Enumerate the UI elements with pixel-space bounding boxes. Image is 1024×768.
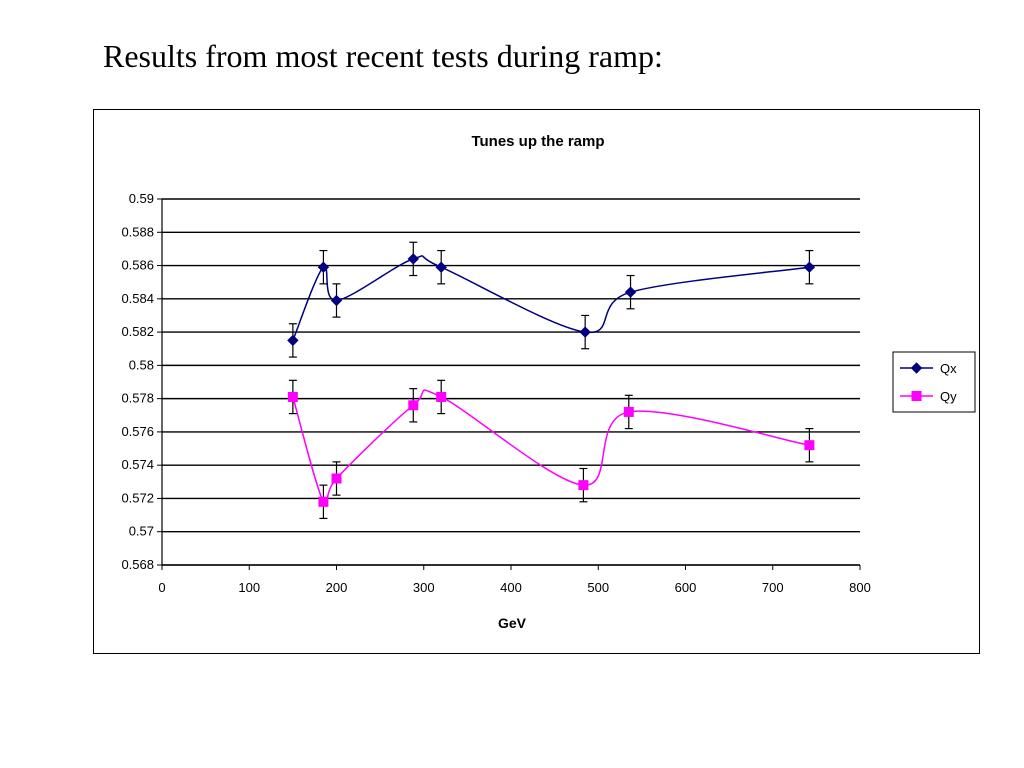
y-tick-label: 0.572	[121, 490, 154, 505]
y-tick-label: 0.57	[129, 524, 154, 539]
series-line-qy	[292, 389, 810, 507]
data-point-qy	[578, 480, 589, 491]
data-point-qy	[318, 496, 329, 507]
data-point-qx	[330, 294, 343, 307]
legend-label-qy: Qy	[940, 389, 957, 404]
slide-title: Results from most recent tests during ra…	[103, 38, 663, 74]
data-point-qx	[287, 334, 299, 347]
data-point-qx	[407, 253, 419, 265]
legend-swatch-marker	[910, 362, 923, 374]
data-point-qx	[435, 261, 447, 273]
data-point-qy	[287, 391, 298, 402]
legend-swatch-marker	[911, 391, 922, 401]
x-tick-label: 0	[158, 580, 165, 595]
data-point-qy	[408, 400, 419, 411]
chart-title: Tunes up the ramp	[471, 133, 604, 150]
y-tick-label: 0.586	[121, 258, 154, 273]
data-point-qx	[579, 326, 591, 338]
y-tick-label: 0.588	[121, 224, 154, 239]
axes-layer: 0.568 0.57 0.572 0.574 0.576 0.578 0.58 0.582 0.…	[121, 191, 870, 595]
series-layer	[287, 241, 816, 520]
data-point-qx	[624, 286, 637, 298]
x-tick-label: 400	[500, 580, 522, 595]
chart-frame: Tunes up the ramp GeV 0.568 0.57 0.572 0.57…	[93, 109, 980, 654]
x-tick-label: 200	[326, 580, 348, 595]
y-tick-label: 0.576	[121, 424, 154, 439]
legend-label-qx: Qx	[940, 361, 957, 376]
data-point-qy	[331, 473, 342, 484]
tunes-chart: Tunes up the ramp GeV 0.568 0.57 0.572 0.57…	[121, 133, 976, 631]
x-tick-label: 700	[762, 580, 784, 595]
legend-box	[892, 351, 976, 413]
y-tick-label: 0.568	[121, 557, 154, 572]
x-tick-label: 100	[238, 580, 260, 595]
data-point-qx	[317, 261, 330, 273]
legend: Qx Qy	[892, 351, 976, 413]
x-axis-label: GeV	[498, 615, 527, 631]
x-tick-label: 800	[849, 580, 871, 595]
y-tick-label: 0.58	[129, 357, 154, 372]
data-point-qy	[623, 406, 634, 417]
data-point-qy	[436, 391, 447, 402]
y-tick-label: 0.574	[121, 457, 154, 472]
x-tick-label: 500	[587, 580, 609, 595]
data-point-qx	[803, 261, 816, 273]
y-tick-label: 0.584	[121, 291, 154, 306]
x-tick-label: 300	[413, 580, 435, 595]
y-tick-label: 0.578	[121, 391, 154, 406]
y-tick-label: 0.59	[129, 191, 154, 206]
data-point-qy	[804, 440, 815, 451]
y-tick-label: 0.582	[121, 324, 154, 339]
grid-layer	[162, 198, 860, 566]
x-tick-label: 600	[675, 580, 697, 595]
